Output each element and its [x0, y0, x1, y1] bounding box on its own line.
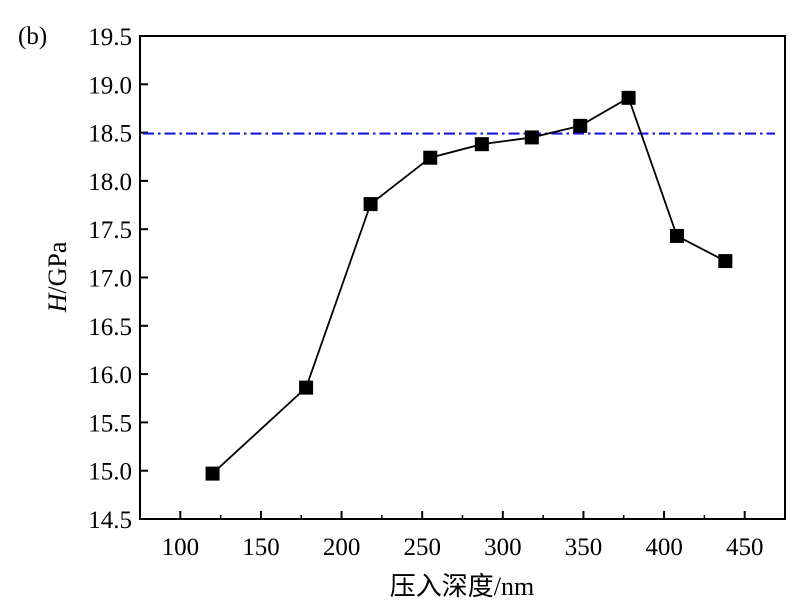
y-tick-label: 18.0 — [88, 169, 132, 196]
data-point — [363, 197, 378, 212]
y-tick-label: 14.5 — [88, 507, 132, 534]
y-tick-label: 15.0 — [88, 459, 132, 486]
y-tick-label: 19.0 — [88, 72, 132, 99]
x-tick-label: 250 — [403, 534, 441, 561]
x-tick-label: 350 — [565, 534, 603, 561]
x-tick-label: 100 — [162, 534, 200, 561]
data-point — [474, 137, 489, 152]
data-point — [423, 150, 438, 165]
y-tick-label: 17.0 — [88, 266, 132, 293]
x-tick-label: 200 — [323, 534, 361, 561]
series-line — [211, 96, 726, 475]
data-point — [524, 130, 539, 145]
y-tick-label: 15.5 — [88, 410, 132, 437]
data-point — [669, 228, 684, 243]
x-tick-label: 300 — [484, 534, 522, 561]
data-point — [205, 466, 220, 481]
x-axis-title: 压入深度/nm — [390, 572, 534, 601]
y-axis-title-unit: /GPa — [43, 241, 72, 293]
y-axis: 14.5 15.0 15.5 16.0 16.5 17.0 17.5 18.0 18.5 19.0… — [88, 24, 148, 534]
y-axis-title: H/GPa — [43, 241, 72, 313]
data-point — [621, 90, 636, 105]
y-tick-label: 17.5 — [88, 217, 132, 244]
x-tick-label: 400 — [645, 534, 683, 561]
data-point — [718, 254, 733, 269]
panel-label: (b) — [18, 23, 47, 50]
x-tick-label: 450 — [726, 534, 764, 561]
y-axis-title-symbol: H — [43, 292, 72, 313]
data-point — [299, 380, 314, 395]
series-markers — [205, 90, 733, 481]
x-tick-label: 150 — [242, 534, 280, 561]
y-tick-label: 16.0 — [88, 362, 132, 389]
y-tick-label: 16.5 — [88, 314, 132, 341]
y-tick-label: 18.5 — [88, 121, 132, 148]
data-point — [573, 118, 588, 133]
plot-frame — [139, 35, 786, 520]
y-tick-label: 19.5 — [88, 24, 132, 51]
x-axis: 100 150 200 250 300 350 400 450 — [139, 511, 764, 561]
